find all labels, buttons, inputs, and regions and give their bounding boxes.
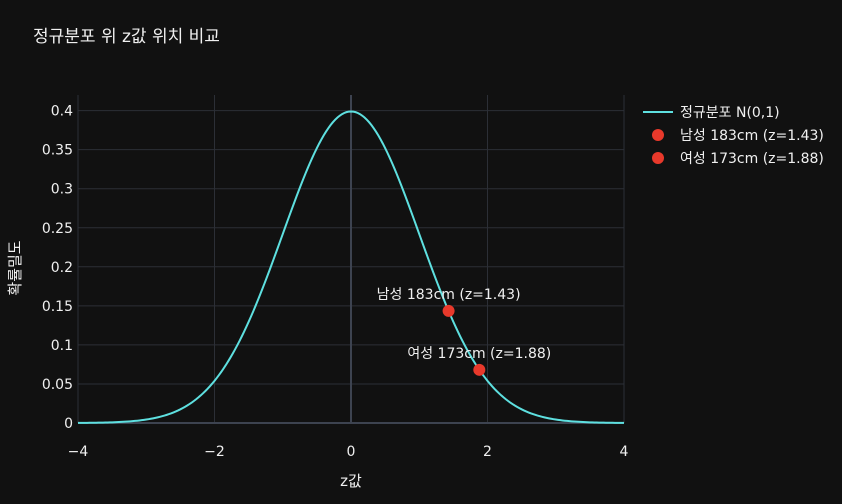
legend-swatch-marker bbox=[652, 129, 664, 141]
x-tick-label: −2 bbox=[204, 444, 225, 460]
x-axis-label: z값 bbox=[340, 472, 362, 490]
x-tick-label: −4 bbox=[68, 444, 89, 460]
y-tick-label: 0.35 bbox=[42, 143, 73, 159]
legend: 정규분포 N(0,1) 남성 183cm (z=1.43) 여성 173cm (z=… bbox=[643, 105, 824, 167]
y-tick-label: 0.4 bbox=[51, 104, 73, 120]
data-label-1: 남성 183cm (z=1.43) bbox=[377, 287, 521, 303]
annotations: 남성 183cm (z=1.43) 여성 173cm (z=1.88) bbox=[377, 287, 552, 362]
legend-entry: 남성 183cm (z=1.43) bbox=[680, 128, 824, 144]
chart-title: 정규분포 위 z값 위치 비교 bbox=[33, 27, 220, 47]
x-tick-label: 4 bbox=[620, 444, 629, 460]
y-tick-label: 0.2 bbox=[51, 260, 73, 276]
x-tick-label: 0 bbox=[347, 444, 356, 460]
y-tick-label: 0.3 bbox=[51, 182, 73, 198]
legend-swatch-marker bbox=[652, 152, 664, 164]
y-tick-label: 0 bbox=[64, 416, 73, 432]
grid bbox=[77, 95, 625, 424]
y-axis-label: 확률밀도 bbox=[6, 240, 24, 295]
legend-entry: 정규분포 N(0,1) bbox=[680, 105, 780, 121]
plot-area bbox=[77, 110, 625, 424]
legend-entry: 여성 173cm (z=1.88) bbox=[680, 151, 824, 167]
y-tick-label: 0.25 bbox=[42, 221, 73, 237]
x-tick-label: 2 bbox=[483, 444, 492, 460]
series-line-normal bbox=[77, 110, 625, 424]
data-point-1 bbox=[442, 304, 455, 317]
y-tick-label: 0.1 bbox=[51, 338, 73, 354]
data-point-2 bbox=[473, 363, 486, 376]
y-tick-label: 0.15 bbox=[42, 299, 73, 315]
y-tick-label: 0.05 bbox=[42, 377, 73, 393]
axes: 0 0.05 0.1 0.15 0.2 0.25 0.3 0.35 0.4 −4 −2 0 2 4 bbox=[42, 104, 629, 460]
data-label-2: 여성 173cm (z=1.88) bbox=[407, 346, 551, 362]
